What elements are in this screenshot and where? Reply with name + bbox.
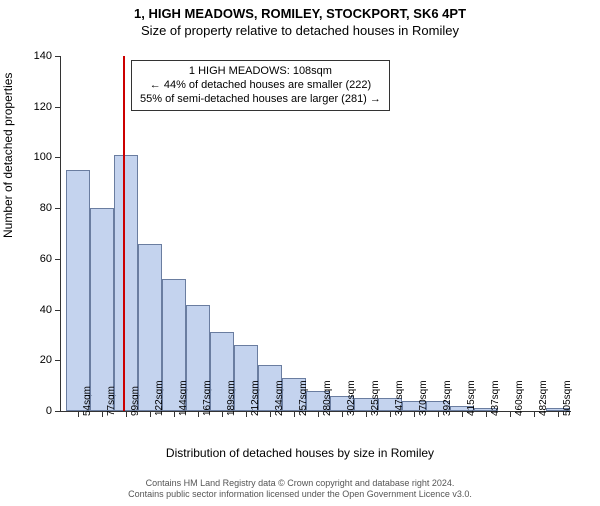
x-tick [486, 411, 487, 417]
footer-line2: Contains public sector information licen… [0, 489, 600, 500]
footer-line1: Contains HM Land Registry data © Crown c… [0, 478, 600, 489]
x-tick [126, 411, 127, 417]
x-tick [390, 411, 391, 417]
x-tick [198, 411, 199, 417]
title-main: 1, HIGH MEADOWS, ROMILEY, STOCKPORT, SK6… [0, 6, 600, 21]
histogram-bar [114, 155, 138, 411]
x-tick [318, 411, 319, 417]
y-tick-label: 140 [26, 50, 52, 62]
x-tick [294, 411, 295, 417]
y-tick-label: 100 [26, 151, 52, 163]
x-tick [414, 411, 415, 417]
annotation-line3: 55% of semi-detached houses are larger (… [140, 93, 381, 107]
histogram-bar [90, 208, 114, 411]
x-tick [222, 411, 223, 417]
x-tick [78, 411, 79, 417]
annotation-line1: 1 HIGH MEADOWS: 108sqm [140, 65, 381, 79]
x-tick [246, 411, 247, 417]
x-tick-label: 460sqm [514, 380, 525, 416]
x-tick [366, 411, 367, 417]
chart-plot-area: 1 HIGH MEADOWS: 108sqm ← 44% of detached… [60, 56, 571, 412]
y-tick [55, 310, 61, 311]
y-axis-label: Number of detached properties [1, 73, 15, 238]
y-tick [55, 56, 61, 57]
x-axis-label: Distribution of detached houses by size … [0, 446, 600, 460]
y-tick-label: 120 [26, 101, 52, 113]
y-tick-label: 80 [26, 202, 52, 214]
annotation-line2: ← 44% of detached houses are smaller (22… [140, 79, 381, 93]
x-tick [534, 411, 535, 417]
title-sub: Size of property relative to detached ho… [0, 23, 600, 38]
footer: Contains HM Land Registry data © Crown c… [0, 478, 600, 500]
x-tick-label: 437sqm [490, 380, 501, 416]
x-tick [342, 411, 343, 417]
x-tick [558, 411, 559, 417]
x-tick [150, 411, 151, 417]
x-tick [438, 411, 439, 417]
x-tick [102, 411, 103, 417]
histogram-bar [66, 170, 90, 411]
x-tick [270, 411, 271, 417]
reference-line [123, 56, 125, 411]
y-tick [55, 411, 61, 412]
x-tick [174, 411, 175, 417]
y-tick [55, 107, 61, 108]
y-tick [55, 360, 61, 361]
y-tick-label: 0 [26, 405, 52, 417]
y-tick [55, 259, 61, 260]
x-tick [510, 411, 511, 417]
y-tick [55, 208, 61, 209]
annotation-box: 1 HIGH MEADOWS: 108sqm ← 44% of detached… [131, 60, 390, 111]
x-tick [462, 411, 463, 417]
y-tick-label: 40 [26, 304, 52, 316]
y-tick-label: 20 [26, 354, 52, 366]
y-tick [55, 157, 61, 158]
x-tick-label: 505sqm [562, 380, 573, 416]
y-tick-label: 60 [26, 253, 52, 265]
